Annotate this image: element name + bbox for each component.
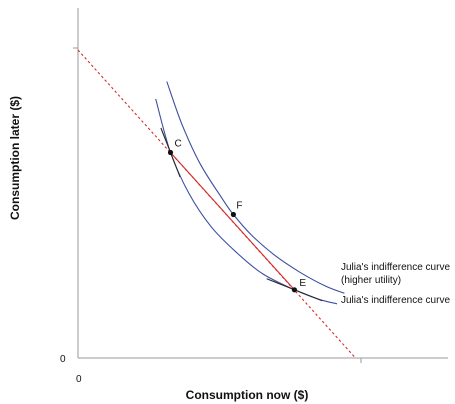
y-tick-label-zero: 0 <box>60 354 66 365</box>
indifference-curve-label: Julia's indifference curve <box>341 295 450 306</box>
point-c <box>167 149 174 156</box>
points-layer: C F E <box>167 139 306 293</box>
point-label-e: E <box>299 278 306 289</box>
higher-utility-curve-label-line-2: (higher utility) <box>341 275 401 286</box>
point-label-c: C <box>175 139 182 150</box>
higher-utility-curve-label-line-1: Julia's indifference curve <box>341 262 450 273</box>
y-axis-title: Consumption later ($) <box>8 96 22 220</box>
indifference-curve-higher-utility <box>166 81 345 294</box>
point-e <box>291 287 297 293</box>
x-tick-label-zero: 0 <box>76 374 82 385</box>
budget-line-segment <box>170 152 295 291</box>
point-f <box>230 211 236 218</box>
higher-utility-curve-label: Julia's indifference curve (higher utili… <box>341 262 453 286</box>
point-label-f: F <box>236 201 242 212</box>
indifference-curve <box>155 98 338 305</box>
x-axis-title: Consumption now ($) <box>186 388 309 402</box>
